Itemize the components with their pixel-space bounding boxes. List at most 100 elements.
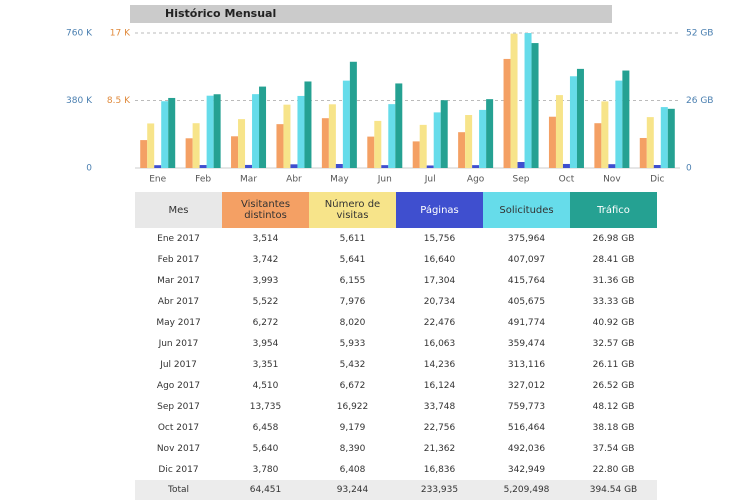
bar [503,58,511,168]
bar [562,163,570,168]
bar [531,43,539,169]
table-cell: 26.98 GB [592,233,635,244]
table-cell: 516,464 [507,422,546,433]
bar [653,165,661,168]
table-cell: 5,641 [339,254,366,265]
bar [185,138,193,168]
table-cell: 415,764 [507,275,546,286]
table-row: Jul 2017 3,351 5,432 14,236 313,116 26.11 GB [135,354,657,375]
x-tick-label: Nov [603,175,621,185]
x-tick-label: Mar [240,175,257,185]
bar [646,117,654,168]
x-tick-label: Ene [149,175,166,185]
table-cell: 33.33 GB [592,296,635,307]
table-cell: Nov 2017 [156,443,201,454]
table-row: Sep 2017 13,735 16,922 33,748 759,773 48.12 G… [135,396,657,417]
table-cell: 6,408 [339,464,366,475]
table-cell: Feb 2017 [157,254,200,265]
bar [321,118,329,168]
table-cell: 6,155 [339,275,366,286]
table-row: Abr 2017 5,522 7,976 20,734 405,675 33.33 GB [135,291,657,312]
bar [238,119,246,168]
bar [335,164,343,168]
bar [199,165,207,168]
bar [440,100,448,168]
bar [433,112,441,168]
total-cell: Total [135,480,222,500]
table-cell: Jun 2017 [158,338,199,349]
table-cell: 22,476 [423,317,456,328]
table-cell: 40.92 GB [592,317,635,328]
bar [465,115,473,168]
table-cell: 32.57 GB [592,338,635,349]
header-row: Mes Visitantes distintos Número de visitas… [135,192,657,228]
axis-tick-label: 26 GB [686,96,713,106]
table-cell: 375,964 [507,233,546,244]
table-cell: 3,954 [252,338,279,349]
bar [297,95,305,168]
table-cell: Abr 2017 [157,296,200,307]
x-tick-label: Jun [377,175,392,185]
table-row: Oct 2017 6,458 9,179 22,756 516,464 38.18 GB [135,417,657,438]
table-cell: Oct 2017 [157,422,200,433]
table-cell: 5,522 [252,296,279,307]
axis-tick-label: 0 [86,164,92,174]
table-cell: Sep 2017 [157,401,200,412]
bar [486,99,494,168]
bar [412,141,420,168]
table-cell: May 2017 [156,317,201,328]
table-row: Mar 2017 3,993 6,155 17,304 415,764 31.36 GB [135,270,657,291]
table-cell: 22,756 [423,422,456,433]
table-cell: 14,236 [423,359,456,370]
bar [304,81,312,168]
table-cell: Dic 2017 [158,464,199,475]
table-cell: 3,514 [252,233,279,244]
table-cell: 6,458 [252,422,279,433]
table-cell: 16,124 [423,380,456,391]
table-row: Nov 2017 5,640 8,390 21,362 492,036 37.54 GB [135,438,657,459]
bar [472,165,480,168]
bar [206,95,214,168]
bar [639,137,647,168]
table-row: Jun 2017 3,954 5,933 16,063 359,474 32.57 GB [135,333,657,354]
x-tick-label: Sep [513,175,530,185]
table-cell: 37.54 GB [592,443,635,454]
bar [555,95,563,168]
table-cell: 16,063 [423,338,456,349]
axis-tick-label: 0 [686,164,692,174]
table-row: Dic 2017 3,780 6,408 16,836 342,949 22.80 GB [135,459,657,480]
table-cell: 327,012 [507,380,546,391]
total-cell: 64,451 [222,480,309,500]
table-cell: 17,304 [423,275,456,286]
total-cell: 233,935 [396,480,483,500]
bar [388,104,396,168]
table-cell: 48.12 GB [592,401,635,412]
title: Histórico Mensual [165,7,276,20]
bar [231,136,239,168]
bar [147,123,155,168]
table-cell: 16,922 [336,401,369,412]
bar [140,140,148,168]
bar [548,116,556,168]
x-tick-label: Oct [559,175,575,185]
bar [608,164,616,168]
bar [161,101,169,168]
table-cell: Ene 2017 [157,233,200,244]
bar [283,104,291,168]
bar [342,80,350,168]
table-cell: 13,735 [249,401,282,412]
bar [374,120,382,168]
total-cell: 394.54 GB [570,480,657,500]
table-cell: 5,611 [339,233,366,244]
table-cell: 3,993 [252,275,279,286]
table-cell: 342,949 [507,464,546,475]
x-tick-label: Ago [467,175,485,185]
axis-tick-label: 52 GB [686,29,713,39]
bar [252,94,260,168]
total-cell: 93,244 [309,480,396,500]
table-row: Ene 2017 3,514 5,611 15,756 375,964 26.98 GB [135,228,657,249]
table-cell: 7,976 [339,296,366,307]
bar [259,86,267,168]
table-cell: 28.41 GB [592,254,635,265]
